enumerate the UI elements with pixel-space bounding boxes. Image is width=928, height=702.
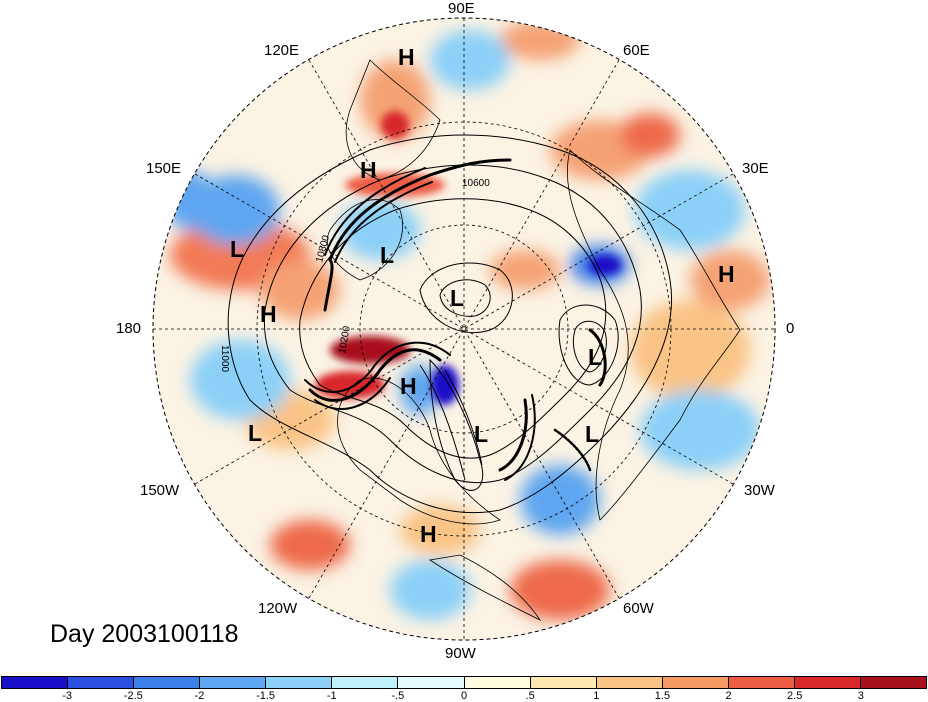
- colorbar-tick-label: -.5: [391, 690, 405, 702]
- contour-labels: 10600 10800 10200 11000: [219, 178, 490, 373]
- high-center: H: [398, 44, 415, 70]
- high-center: H: [260, 301, 277, 327]
- lon-label-120e: 120E: [264, 42, 300, 59]
- colorbar-tick-label: -3: [62, 690, 73, 702]
- high-center: H: [420, 521, 437, 547]
- colorbar-segment: [134, 677, 201, 688]
- colorbar-segment: [2, 677, 69, 688]
- lon-label-30w: 30W: [744, 482, 775, 499]
- lon-label-60e: 60E: [623, 42, 650, 59]
- colorbar-segment: [662, 677, 729, 688]
- jet-contours: [304, 158, 607, 481]
- low-center: L: [450, 285, 464, 311]
- graticule: [153, 18, 775, 640]
- low-center: L: [380, 242, 394, 268]
- colorbar-tick-label: 2.5: [787, 690, 803, 702]
- low-center: L: [230, 236, 244, 262]
- colorbar-segment: [200, 677, 267, 688]
- colorbar-tick-label: -1.5: [256, 690, 276, 702]
- day-label: Day 2003100118: [50, 620, 239, 648]
- high-center: H: [360, 157, 377, 183]
- high-center: H: [718, 261, 735, 287]
- colorbar-tick-label: 1: [593, 690, 600, 702]
- lon-label-90e: 90E: [448, 0, 475, 17]
- anomaly-field: [153, 18, 775, 640]
- colorbar-segment: [861, 677, 927, 688]
- colorbar-tick-label: -2: [194, 690, 205, 702]
- colorbar-segment: [530, 677, 597, 688]
- high-center: H: [400, 373, 417, 399]
- colorbar-segment: [794, 677, 862, 688]
- colorbar-segment: [68, 677, 135, 688]
- colorbar-segment: [464, 677, 531, 688]
- low-center: L: [588, 344, 602, 370]
- lon-label-120w: 120W: [258, 600, 298, 617]
- colorbar: [1, 676, 927, 689]
- lon-label-60w: 60W: [623, 600, 654, 617]
- colorbar-tick-label: -1: [326, 690, 337, 702]
- lon-label-0: 0: [786, 320, 795, 337]
- colorbar-tick-label: .5: [525, 690, 535, 702]
- lon-label-90w: 90W: [445, 645, 476, 662]
- colorbar-segment: [596, 677, 663, 688]
- colorbar-tick-label: 2: [725, 690, 732, 702]
- pressure-centers: H H H H H H L L L L L L L: [230, 44, 735, 547]
- colorbar-segment: [728, 677, 795, 688]
- colorbar-segment: [398, 677, 465, 688]
- map-boundary: [152, 17, 776, 641]
- height-contours: [227, 134, 672, 514]
- contour-label-10200: 10200: [337, 325, 353, 355]
- lon-label-180: 180: [116, 320, 142, 337]
- colorbar-tick-label: 3: [857, 690, 864, 702]
- lon-label-150e: 150E: [146, 160, 182, 177]
- colorbar-segment: [332, 677, 399, 688]
- low-center: L: [474, 421, 488, 447]
- contour-label-11000: 11000: [219, 345, 230, 373]
- colorbar-tick-label: 1.5: [654, 690, 671, 702]
- lon-label-150w: 150W: [140, 482, 180, 499]
- low-center: L: [248, 420, 262, 446]
- low-center: L: [585, 421, 599, 447]
- colorbar-tick-label: 0: [460, 690, 468, 702]
- contour-label-10600: 10600: [462, 178, 490, 189]
- colorbar-tick-label: -2.5: [123, 690, 143, 702]
- colorbar-segment: [266, 677, 333, 688]
- lon-label-30e: 30E: [742, 160, 769, 177]
